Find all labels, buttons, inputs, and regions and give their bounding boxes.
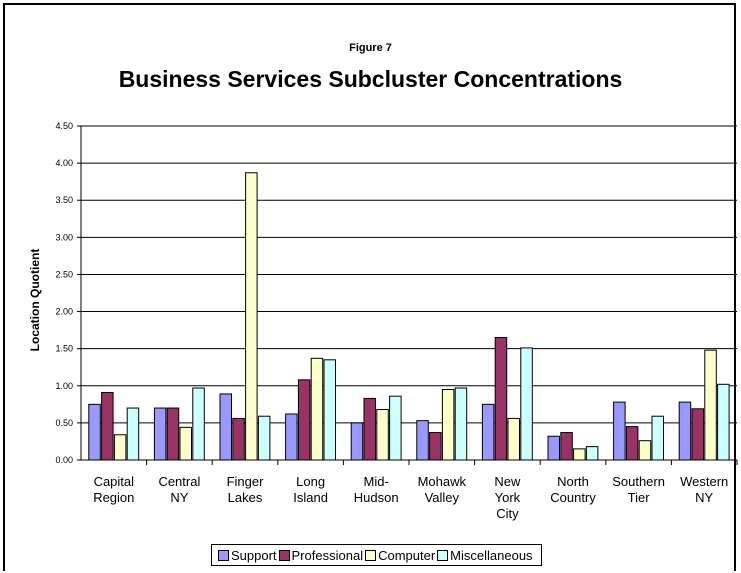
y-tick-label: 0.00 bbox=[55, 455, 73, 465]
y-tick-label: 2.50 bbox=[55, 269, 73, 279]
bar-professional bbox=[429, 432, 442, 461]
x-tick-label: Finger bbox=[227, 474, 265, 489]
bar-support bbox=[481, 403, 495, 461]
bar-computer bbox=[179, 426, 192, 461]
bar-support bbox=[416, 420, 429, 461]
bar-miscellaneous bbox=[651, 415, 664, 461]
x-tick-label: NY bbox=[695, 490, 713, 505]
legend-swatch bbox=[278, 549, 290, 561]
y-tick-label: 0.50 bbox=[55, 418, 73, 428]
bar-miscellaneous bbox=[192, 387, 205, 461]
x-tick-label: Southern bbox=[612, 474, 665, 489]
legend-swatch bbox=[437, 549, 449, 561]
bar-support bbox=[88, 403, 101, 461]
legend-label: Computer bbox=[378, 547, 436, 563]
bar-support bbox=[219, 393, 232, 461]
y-tick-label: 4.50 bbox=[55, 121, 73, 131]
x-tick-label: Region bbox=[93, 490, 134, 505]
chart-frame bbox=[3, 3, 736, 571]
bar-professional bbox=[363, 397, 376, 461]
bar-professional bbox=[297, 379, 311, 461]
bar-miscellaneous bbox=[257, 415, 271, 461]
bar-computer bbox=[441, 388, 455, 461]
x-tick-label: Long bbox=[296, 474, 325, 489]
x-tick-label: Island bbox=[293, 490, 328, 505]
bar-miscellaneous bbox=[717, 383, 730, 461]
bar-computer bbox=[310, 357, 324, 461]
bar-miscellaneous bbox=[323, 359, 336, 461]
bar-support bbox=[613, 401, 626, 461]
y-tick-label: 1.50 bbox=[55, 344, 73, 354]
x-tick-label: Capital bbox=[94, 474, 135, 489]
x-tick-label: Tier bbox=[628, 490, 651, 505]
bar-miscellaneous bbox=[126, 407, 140, 461]
legend-swatch bbox=[365, 549, 377, 561]
y-tick-label: 1.00 bbox=[55, 381, 73, 391]
bar-professional bbox=[691, 408, 704, 461]
y-tick-label: 3.50 bbox=[55, 195, 73, 205]
x-tick-label: NY bbox=[170, 490, 188, 505]
bar-professional bbox=[560, 432, 573, 461]
bar-computer bbox=[638, 440, 652, 461]
legend: Support Professional Computer Miscellaneous bbox=[211, 544, 542, 566]
legend-item: Support bbox=[218, 548, 277, 563]
y-tick-label: 3.00 bbox=[55, 232, 73, 242]
bar-miscellaneous bbox=[585, 446, 599, 461]
x-tick-label: New bbox=[494, 474, 521, 489]
bar-computer bbox=[507, 417, 520, 461]
x-tick-label: Central bbox=[158, 474, 200, 489]
bar-computer bbox=[573, 448, 586, 461]
legend-label: Miscellaneous bbox=[450, 547, 533, 563]
x-tick-label: Country bbox=[550, 490, 596, 505]
bar-computer bbox=[376, 409, 389, 461]
bar-support bbox=[678, 401, 692, 461]
bar-computer bbox=[704, 349, 717, 461]
bar-chart: 0.00 0.50 1.00 1.50 2.00 2.50 3.00 3.50 4.00 4.50… bbox=[55, 121, 738, 521]
x-tick-label: Western bbox=[680, 474, 728, 489]
figure-label: Figure 7 bbox=[349, 42, 392, 54]
bar-professional bbox=[166, 407, 180, 461]
legend-swatch bbox=[218, 549, 229, 561]
bar-professional bbox=[494, 337, 508, 461]
x-tick-label: Valley bbox=[425, 490, 460, 505]
bar-professional bbox=[625, 426, 639, 461]
x-tick-label: Mohawk bbox=[418, 474, 467, 489]
x-tick-label: City bbox=[496, 506, 519, 521]
legend-item: Miscellaneous bbox=[437, 547, 533, 563]
bar-miscellaneous bbox=[520, 347, 533, 461]
x-tick-label: North bbox=[557, 474, 589, 489]
bar-miscellaneous bbox=[454, 387, 468, 461]
x-tick-label: Mid- bbox=[364, 474, 389, 489]
bar-support bbox=[350, 422, 364, 461]
bar-support bbox=[153, 407, 167, 461]
legend-item: Computer bbox=[365, 548, 435, 563]
bar-computer bbox=[113, 434, 127, 461]
x-tick-label: Hudson bbox=[354, 490, 399, 505]
x-tick-label: Lakes bbox=[228, 490, 263, 505]
x-tick-label: York bbox=[495, 490, 521, 505]
bar-computer bbox=[245, 172, 258, 461]
chart-title: Business Services Subcluster Concentrati… bbox=[118, 66, 623, 92]
legend-label: Support bbox=[231, 547, 277, 563]
bar-professional bbox=[101, 391, 114, 461]
bar-professional bbox=[232, 417, 245, 461]
bar-miscellaneous bbox=[389, 395, 402, 461]
bar-support bbox=[285, 413, 298, 461]
legend-label: Professional bbox=[291, 547, 364, 563]
bar-support bbox=[547, 435, 560, 461]
y-tick-label: 4.00 bbox=[55, 158, 73, 168]
legend-item: Professional bbox=[278, 547, 364, 563]
y-tick-label: 2.00 bbox=[55, 307, 73, 317]
